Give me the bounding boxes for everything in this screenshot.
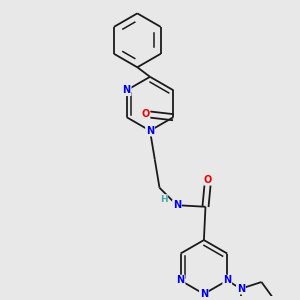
Text: N: N bbox=[200, 289, 208, 299]
Text: N: N bbox=[237, 284, 245, 294]
Text: N: N bbox=[123, 85, 131, 95]
Text: N: N bbox=[173, 200, 181, 210]
Text: H: H bbox=[160, 195, 167, 204]
Text: N: N bbox=[223, 275, 231, 286]
Text: O: O bbox=[141, 109, 150, 119]
Text: O: O bbox=[204, 175, 212, 185]
Text: N: N bbox=[176, 275, 184, 286]
Text: N: N bbox=[146, 126, 154, 136]
